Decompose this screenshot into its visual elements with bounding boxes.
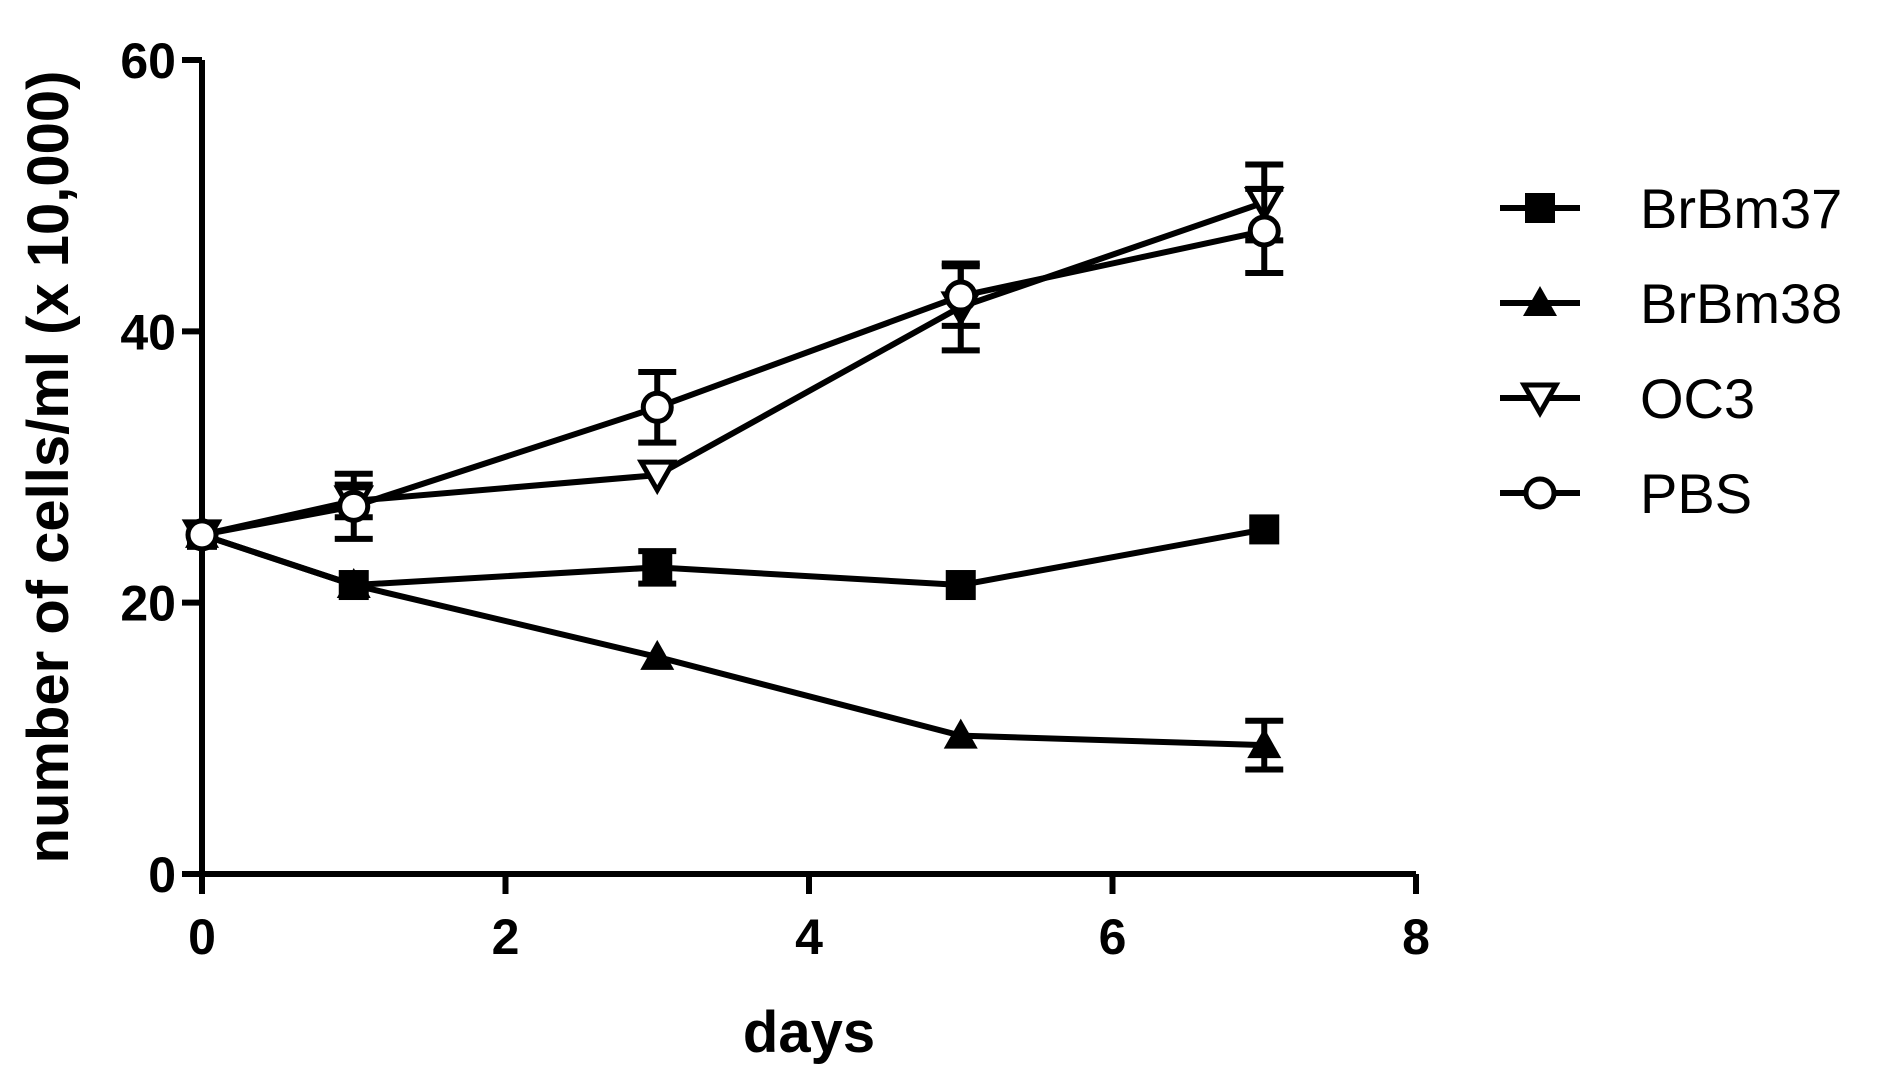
legend-item-oc3: OC3 xyxy=(1500,367,1755,430)
data-point xyxy=(640,639,675,670)
x-tick-label: 0 xyxy=(188,909,216,965)
data-point xyxy=(640,390,674,424)
x-tick-label: 8 xyxy=(1402,909,1430,965)
y-tick-label: 0 xyxy=(148,847,176,903)
data-point xyxy=(943,718,978,749)
legend: BrBm37 BrBm38 OC3 PBS xyxy=(1500,177,1842,525)
series-layer xyxy=(181,161,1285,773)
data-point xyxy=(1247,214,1281,248)
x-tick-label: 6 xyxy=(1099,909,1127,965)
x-tick-label: 4 xyxy=(795,909,823,965)
data-point xyxy=(945,570,976,601)
data-point xyxy=(337,489,371,523)
legend-label: BrBm37 xyxy=(1640,177,1842,240)
y-tick-label: 20 xyxy=(120,576,176,632)
legend-marker xyxy=(1523,286,1557,316)
data-point xyxy=(636,459,678,496)
x-axis-title: days xyxy=(743,1000,875,1065)
series-pbs xyxy=(185,185,1284,552)
legend-item-brbm37: BrBm37 xyxy=(1500,177,1842,240)
legend-label: BrBm38 xyxy=(1640,272,1842,335)
data-point xyxy=(185,518,219,552)
y-tick-label: 40 xyxy=(120,304,176,360)
series-line xyxy=(201,531,1265,749)
legend-item-pbs: PBS xyxy=(1500,462,1752,525)
data-point xyxy=(1249,514,1280,545)
axes: 0 20 40 60 0 2 4 6 8 xyxy=(120,33,1430,965)
legend-label: OC3 xyxy=(1640,367,1755,430)
legend-label: PBS xyxy=(1640,462,1752,525)
y-axis-title: number of cells/ml (x 10,000) xyxy=(16,71,81,864)
legend-item-brbm38: BrBm38 xyxy=(1500,272,1842,335)
data-point xyxy=(944,279,978,313)
data-point xyxy=(642,552,673,583)
legend-marker xyxy=(1523,476,1557,510)
y-tick-label: 60 xyxy=(120,33,176,89)
data-point xyxy=(336,568,371,599)
x-tick-label: 2 xyxy=(492,909,520,965)
legend-marker xyxy=(1519,382,1561,419)
legend-marker xyxy=(1525,193,1555,223)
data-point xyxy=(1247,728,1282,759)
